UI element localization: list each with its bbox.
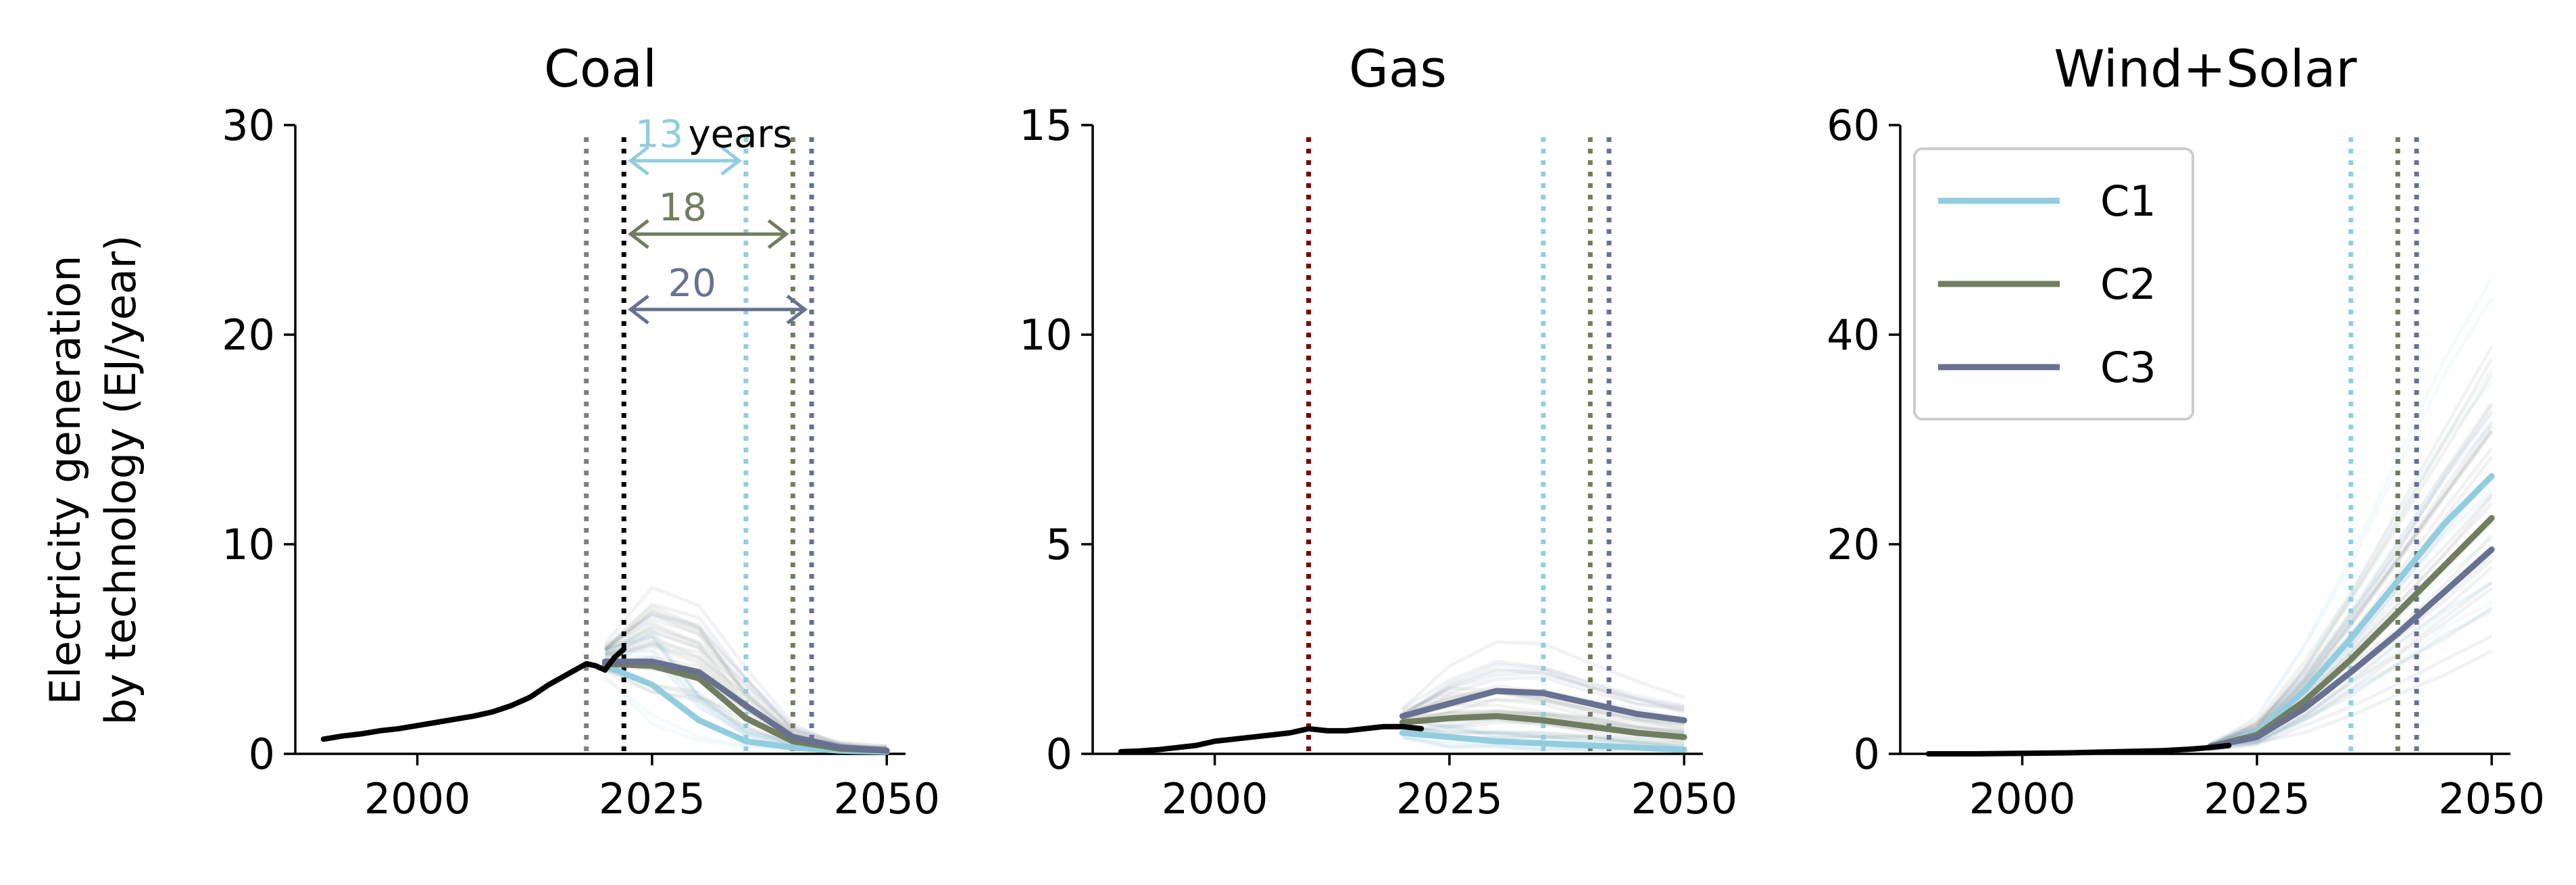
x-tick-label: 2000 <box>364 774 471 823</box>
duration-arrow-head-left <box>628 219 649 249</box>
y-tick-label: 10 <box>1019 310 1072 360</box>
scenario-line-c1 <box>1402 722 1685 751</box>
legend-entry-c2: C2 <box>1938 260 2156 309</box>
duration-arrow-head-right <box>720 145 742 176</box>
duration-arrow-head-left <box>628 294 649 325</box>
historical-line <box>1118 723 1425 755</box>
duration-label: 13 <box>635 113 683 157</box>
scenario-line-c2 <box>603 612 887 750</box>
y-axis-label-line-1: Electricity generation <box>41 256 90 705</box>
legend-label-c3: C3 <box>2100 343 2156 392</box>
scenario-line-c2 <box>1402 725 1685 744</box>
y-tick-label: 40 <box>1827 310 1880 360</box>
legend-entry-c3: C3 <box>1938 343 2156 392</box>
wind-solar-panel: Wind+Solar 0 20 40 60 2000 2025 2050 <box>1827 39 2545 823</box>
x-tick-label: 2025 <box>1396 774 1503 823</box>
scenario-line-c3 <box>604 617 887 748</box>
scenario-line-c1 <box>2208 277 2494 750</box>
scenario-line-c3 <box>2209 404 2494 750</box>
gas-panel: Gas 0 5 10 15 2000 2025 2050 <box>1019 39 1737 823</box>
scenario-line-c1 <box>2210 580 2493 752</box>
duration-unit-label: years <box>689 113 793 157</box>
x-tick-label: 2050 <box>2438 774 2545 823</box>
historical-line <box>1925 742 2232 757</box>
series-line-c2 <box>1399 713 1687 740</box>
duration-label: 20 <box>668 262 716 306</box>
historical-line <box>320 646 627 742</box>
scenario-line-c2 <box>2210 581 2493 752</box>
scenario-line-c1 <box>2209 413 2494 747</box>
gas-panel-title: Gas <box>1349 39 1447 99</box>
y-tick-label: 60 <box>1827 101 1880 150</box>
y-tick-label: 30 <box>222 101 275 150</box>
legend: C1 C2 C3 <box>1913 147 2194 421</box>
y-tick-label: 0 <box>1854 729 1880 779</box>
duration-arrow-head-left <box>628 145 649 176</box>
x-tick-label: 2000 <box>1162 774 1268 823</box>
series-line-c3 <box>601 659 890 754</box>
scenario-line-c3 <box>1402 671 1685 715</box>
scenario-line-c3 <box>1402 675 1685 713</box>
scenario-line-c1 <box>2210 608 2493 748</box>
y-axis-label: Electricity generation by technology (EJ… <box>41 235 145 725</box>
scenario-line-c1 <box>2210 611 2493 750</box>
y-tick-label: 15 <box>1019 101 1072 150</box>
scenario-line-c1 <box>2209 368 2494 747</box>
legend-entry-c1: C1 <box>1938 176 2156 226</box>
duration-arrow-head-right <box>786 294 808 325</box>
x-tick-label: 2000 <box>1969 774 2076 823</box>
x-tick-label: 2025 <box>599 774 705 823</box>
duration-arrow-head-right <box>767 219 789 249</box>
coal-panel-title: Coal <box>544 39 657 99</box>
duration-label: 18 <box>659 186 707 230</box>
scenario-line-c3 <box>1402 667 1685 717</box>
scenario-line-c2 <box>1402 690 1685 727</box>
series-line-c3 <box>2206 546 2495 750</box>
y-tick-label: 5 <box>1046 520 1072 569</box>
scenario-line-c1 <box>2209 423 2494 748</box>
scenario-line-c2 <box>2209 431 2494 747</box>
series-line-c1 <box>1399 729 1687 753</box>
x-tick-label: 2050 <box>1631 774 1737 823</box>
scenario-line-c1 <box>1402 725 1685 750</box>
legend-label-c2: C2 <box>2100 260 2156 309</box>
series-line-c3 <box>1399 688 1687 723</box>
coal-panel: Coal 0 10 20 30 2000 2025 2050 13 years 18 20 <box>222 39 940 823</box>
y-tick-label: 20 <box>1827 520 1880 569</box>
x-tick-label: 2050 <box>833 774 940 823</box>
y-axis-label-line-2: by technology (EJ/year) <box>96 235 145 725</box>
scenario-line-c3 <box>2209 410 2494 746</box>
y-tick-label: 10 <box>222 520 275 569</box>
scenario-line-c2 <box>2209 345 2494 746</box>
scenario-line-c2 <box>1402 690 1685 727</box>
x-tick-label: 2025 <box>2204 774 2310 823</box>
y-tick-label: 20 <box>222 310 275 360</box>
legend-label-c1: C1 <box>2100 176 2156 226</box>
scenario-line-c3 <box>2210 635 2493 752</box>
wind-solar-panel-title: Wind+Solar <box>2054 39 2357 99</box>
y-tick-label: 0 <box>249 729 275 779</box>
y-tick-label: 0 <box>1046 729 1072 779</box>
